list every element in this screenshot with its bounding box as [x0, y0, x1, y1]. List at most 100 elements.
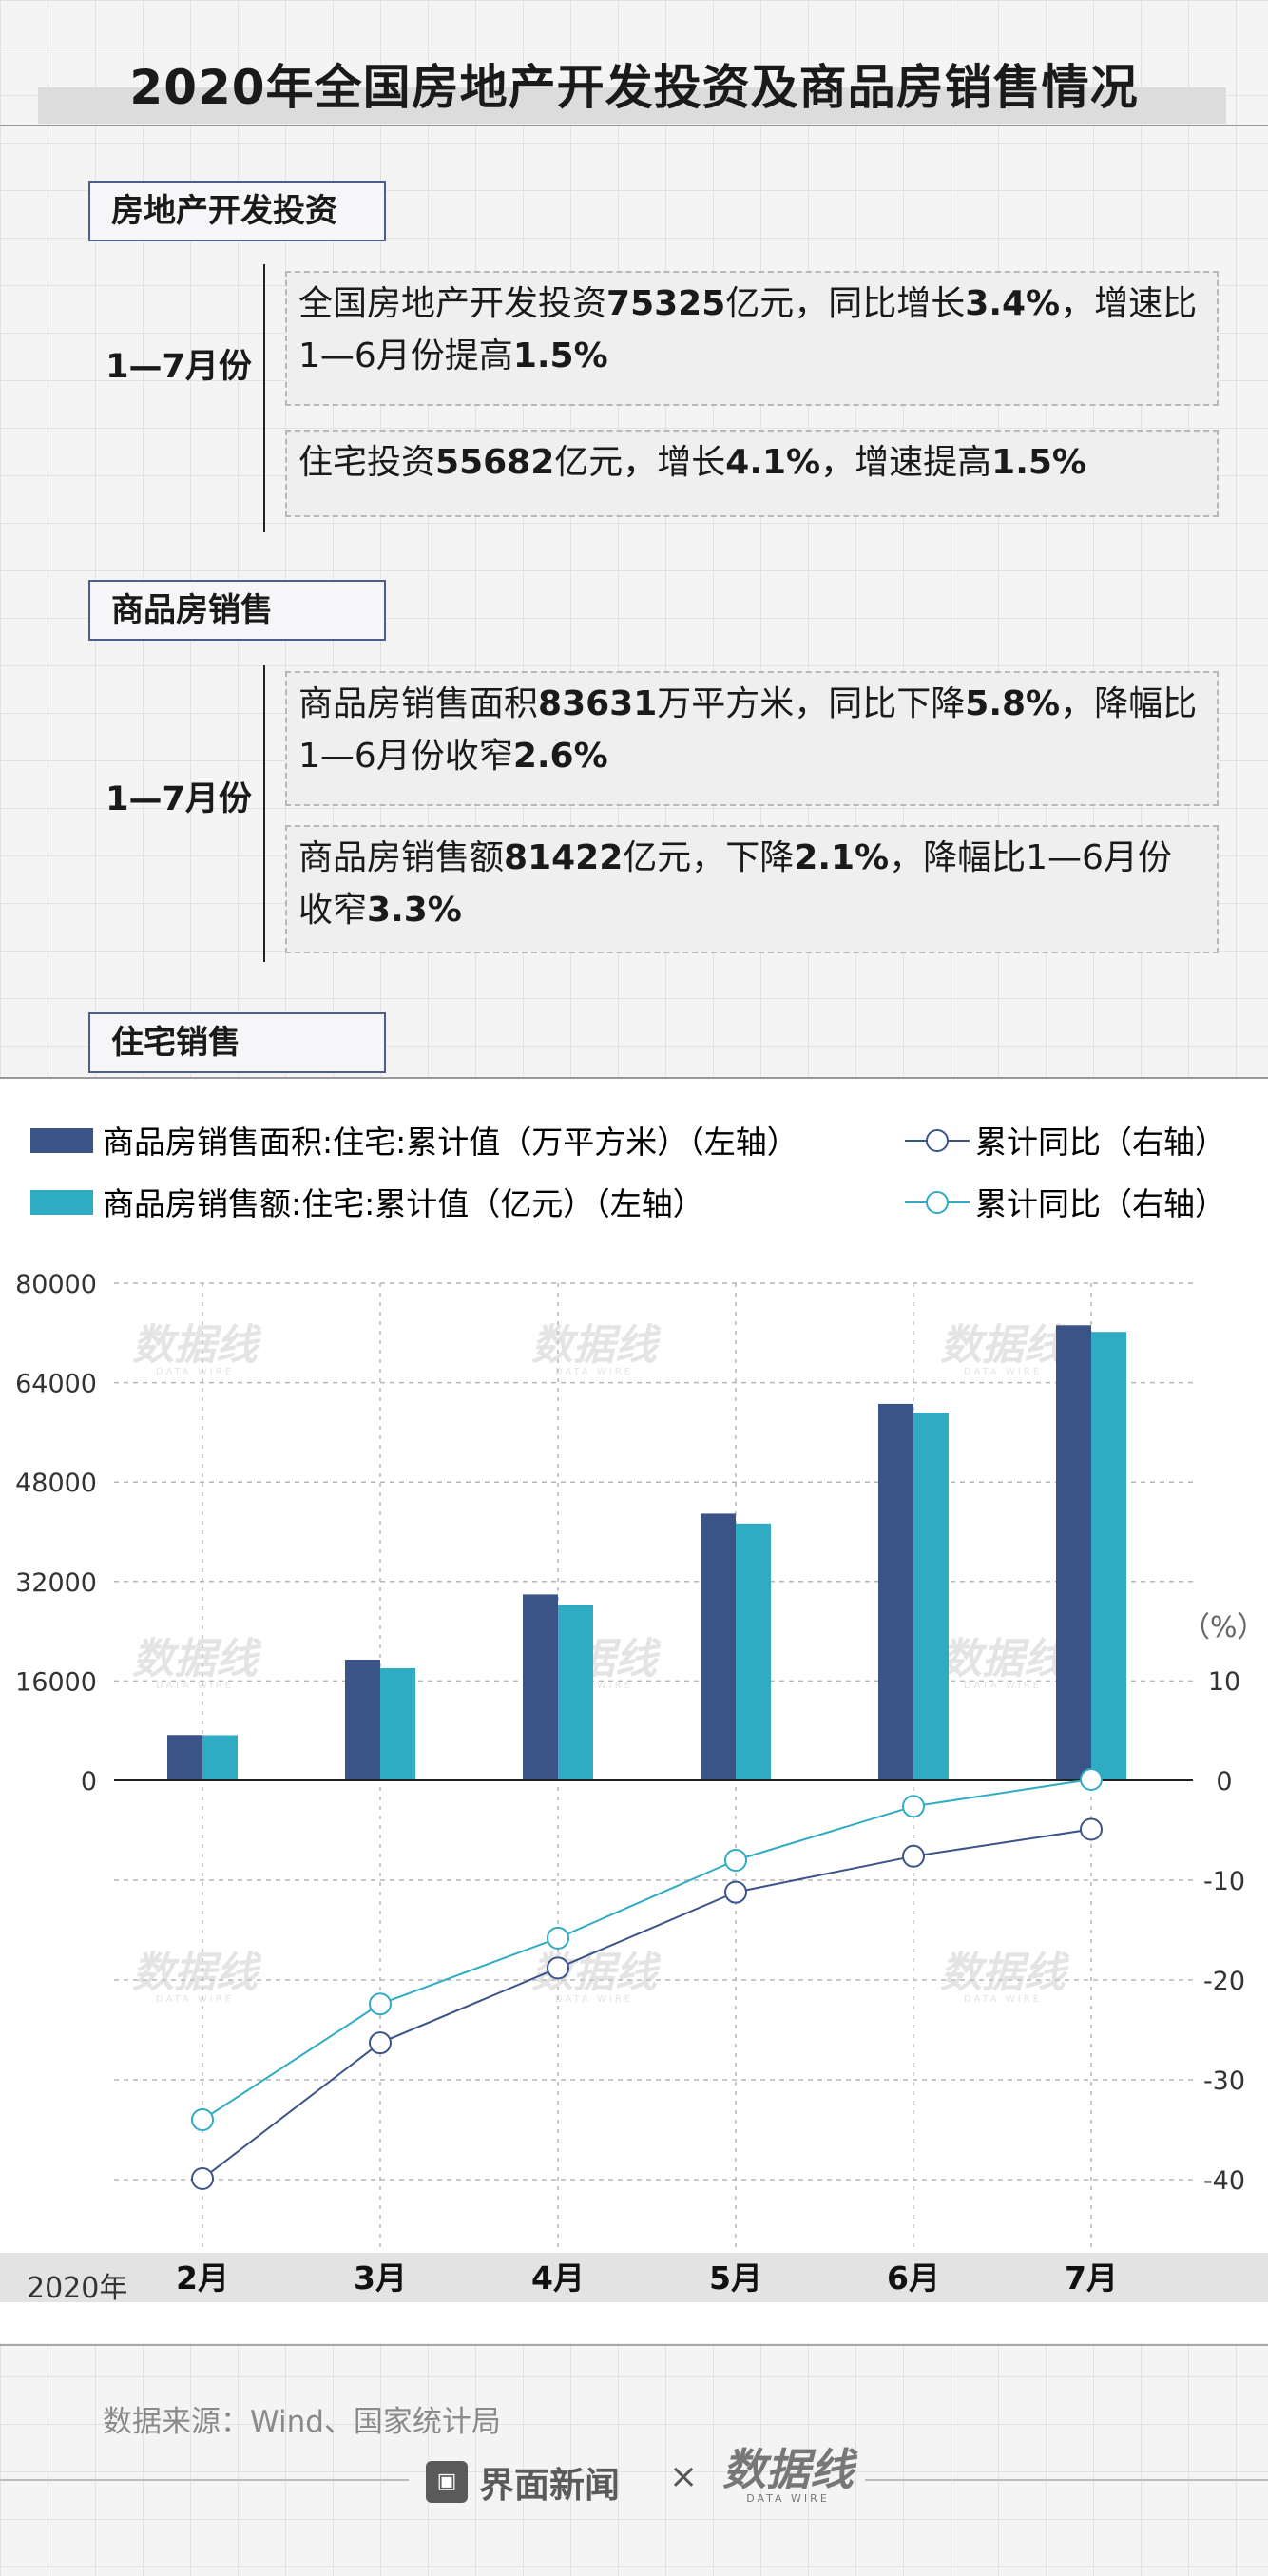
- watermark-logo-subtext: DATA WIRE: [964, 1367, 1042, 1377]
- watermark-logo-subtext: DATA WIRE: [156, 1994, 234, 2005]
- bar-series: [167, 1325, 1126, 1780]
- highlight-value: 3.3%: [367, 891, 462, 930]
- tick-labels: 0 16000 32000 48000 64000 80000 10 0 -10 -20 -30 -4…: [15, 1270, 1245, 2297]
- highlight-value: 4.1%: [725, 443, 821, 482]
- bar-2: [736, 1523, 771, 1780]
- bar-1: [878, 1403, 913, 1780]
- bar-2: [380, 1667, 415, 1780]
- highlight-value: 2.6%: [512, 737, 608, 776]
- source-note: 数据来源：Wind、国家统计局: [103, 2405, 501, 2439]
- footer-line-right: [865, 2479, 1268, 2481]
- highlight-value: 83631: [538, 684, 658, 723]
- bar-2: [558, 1605, 593, 1780]
- info-text: 万平方米，同比下降: [657, 684, 966, 723]
- watermark-logo: 数据线: [940, 1635, 1070, 1683]
- x-axis-tick-label: 5月: [709, 2259, 762, 2297]
- section-label-sales: 商品房销售: [88, 580, 386, 641]
- highlight-value: 1.5%: [512, 336, 608, 375]
- legend-marker-line2: [926, 1191, 949, 1214]
- highlight-value: 3.4%: [965, 284, 1061, 323]
- point-1: [191, 2166, 214, 2190]
- chart-grid: [114, 1282, 1193, 2253]
- section-label-residential: 住宅销售: [88, 1012, 386, 1073]
- section-label-investment: 房地产开发投资: [88, 181, 386, 241]
- x-axis-tick-label: 2月: [176, 2259, 229, 2297]
- title-divider: [0, 125, 1268, 126]
- right-axis-unit: （%）: [1182, 1611, 1266, 1644]
- info-text: 亿元，同比增长: [725, 284, 966, 323]
- watermark-logo-subtext: DATA WIRE: [964, 1681, 1042, 1691]
- brand-icon: ▣: [426, 2461, 468, 2503]
- legend-swatch-bar2: [30, 1190, 93, 1215]
- legend-swatch-bar1: [30, 1128, 93, 1153]
- right-axis-tick-label: -30: [1203, 2067, 1245, 2096]
- watermark-logo-subtext: DATA WIRE: [156, 1367, 234, 1377]
- line-1: [202, 1828, 1092, 2180]
- datawire-logo-subtext: DATA WIRE: [746, 2492, 830, 2505]
- info-text: 收窄: [298, 891, 368, 930]
- watermark-logo: 数据线: [940, 1949, 1070, 1997]
- right-axis-tick-label: -20: [1203, 1967, 1245, 1996]
- left-axis-tick-label: 48000: [15, 1469, 97, 1498]
- right-axis-tick-label: -10: [1203, 1867, 1245, 1896]
- legend-label-bar1: 商品房销售面积:住宅:累计值（万平方米）（左轴）: [103, 1124, 798, 1161]
- watermark-logo-subtext: DATA WIRE: [555, 1367, 633, 1377]
- bar-2: [202, 1735, 238, 1780]
- point-1: [369, 2031, 392, 2055]
- info-text: ，降幅: [1060, 684, 1163, 723]
- datawire-logo: 数据线 DATA WIRE: [722, 2447, 854, 2505]
- point-2: [547, 1926, 569, 1950]
- info-text: 比1—6月份提高: [298, 284, 1198, 375]
- section-divider-line: [263, 665, 265, 962]
- legend-label-line2: 累计同比（右轴）: [975, 1185, 1226, 1222]
- info-text: ，增速: [1060, 284, 1163, 323]
- combo-chart: 商品房销售面积:住宅:累计值（万平方米）（左轴） 累计同比（右轴） 商品房销售额…: [15, 1124, 1266, 2297]
- watermark-logo-subtext: DATA WIRE: [964, 1994, 1042, 2005]
- left-axis-tick-label: 0: [81, 1767, 97, 1797]
- point-2: [1080, 1767, 1103, 1791]
- x-axis-tick-label: 7月: [1065, 2259, 1118, 2297]
- highlight-value: 5.8%: [965, 684, 1061, 723]
- watermark-logo: 数据线: [531, 1321, 662, 1370]
- bar-1: [167, 1735, 202, 1780]
- highlight-value: 1.5%: [991, 443, 1086, 482]
- point-1: [724, 1880, 747, 1904]
- info-text: 亿元，增长: [554, 443, 726, 482]
- point-1: [547, 1956, 569, 1980]
- highlight-value: 2.1%: [794, 838, 890, 877]
- right-axis-tick-label: -40: [1203, 2166, 1245, 2196]
- info-box: 商品房销售面积83631万平方米，同比下降5.8%，降幅比1—6月份收窄2.6%: [285, 671, 1219, 806]
- info-text: 商品房销售面积: [298, 684, 539, 723]
- left-axis-tick-label: 32000: [15, 1568, 97, 1598]
- info-text: ，降幅比1—6月份: [889, 838, 1172, 877]
- datawire-logo-text: 数据线: [722, 2444, 854, 2495]
- footer-line-left: [0, 2479, 409, 2481]
- left-axis-tick-label: 16000: [15, 1667, 97, 1697]
- point-1: [1080, 1817, 1103, 1841]
- info-box: 住宅投资55682亿元，增长4.1%，增速提高1.5%: [285, 430, 1219, 517]
- left-axis-tick-label: 64000: [15, 1370, 97, 1399]
- highlight-value: 55682: [435, 443, 555, 482]
- brand-name: 界面新闻: [479, 2465, 620, 2506]
- point-2: [724, 1849, 747, 1872]
- info-text: 全国房地产开发投资: [298, 284, 607, 323]
- watermark-logo: 数据线: [940, 1321, 1070, 1370]
- info-text: 比1—6月份收窄: [298, 684, 1198, 776]
- point-2: [191, 2108, 214, 2131]
- info-text: 商品房销售额: [298, 838, 505, 877]
- line-2: [202, 1778, 1092, 2121]
- point-2: [369, 1992, 392, 2016]
- title-band: [38, 87, 1226, 124]
- brand-logo: ▣ 界面新闻: [426, 2456, 620, 2508]
- period-label-investment: 1—7月份: [106, 348, 252, 386]
- x-axis-tick-label: 4月: [531, 2259, 585, 2297]
- x-axis-tick-label: 3月: [354, 2259, 407, 2297]
- watermark-logo: 数据线: [132, 1635, 262, 1683]
- watermark-logo-subtext: DATA WIRE: [555, 1994, 633, 2005]
- highlight-value: 81422: [504, 838, 624, 877]
- watermark-logo-subtext: DATA WIRE: [156, 1681, 234, 1691]
- info-text: 亿元，下降: [623, 838, 795, 877]
- period-label-sales: 1—7月份: [106, 780, 252, 818]
- info-box: 商品房销售额81422亿元，下降2.1%，降幅比1—6月份收窄3.3%: [285, 825, 1219, 953]
